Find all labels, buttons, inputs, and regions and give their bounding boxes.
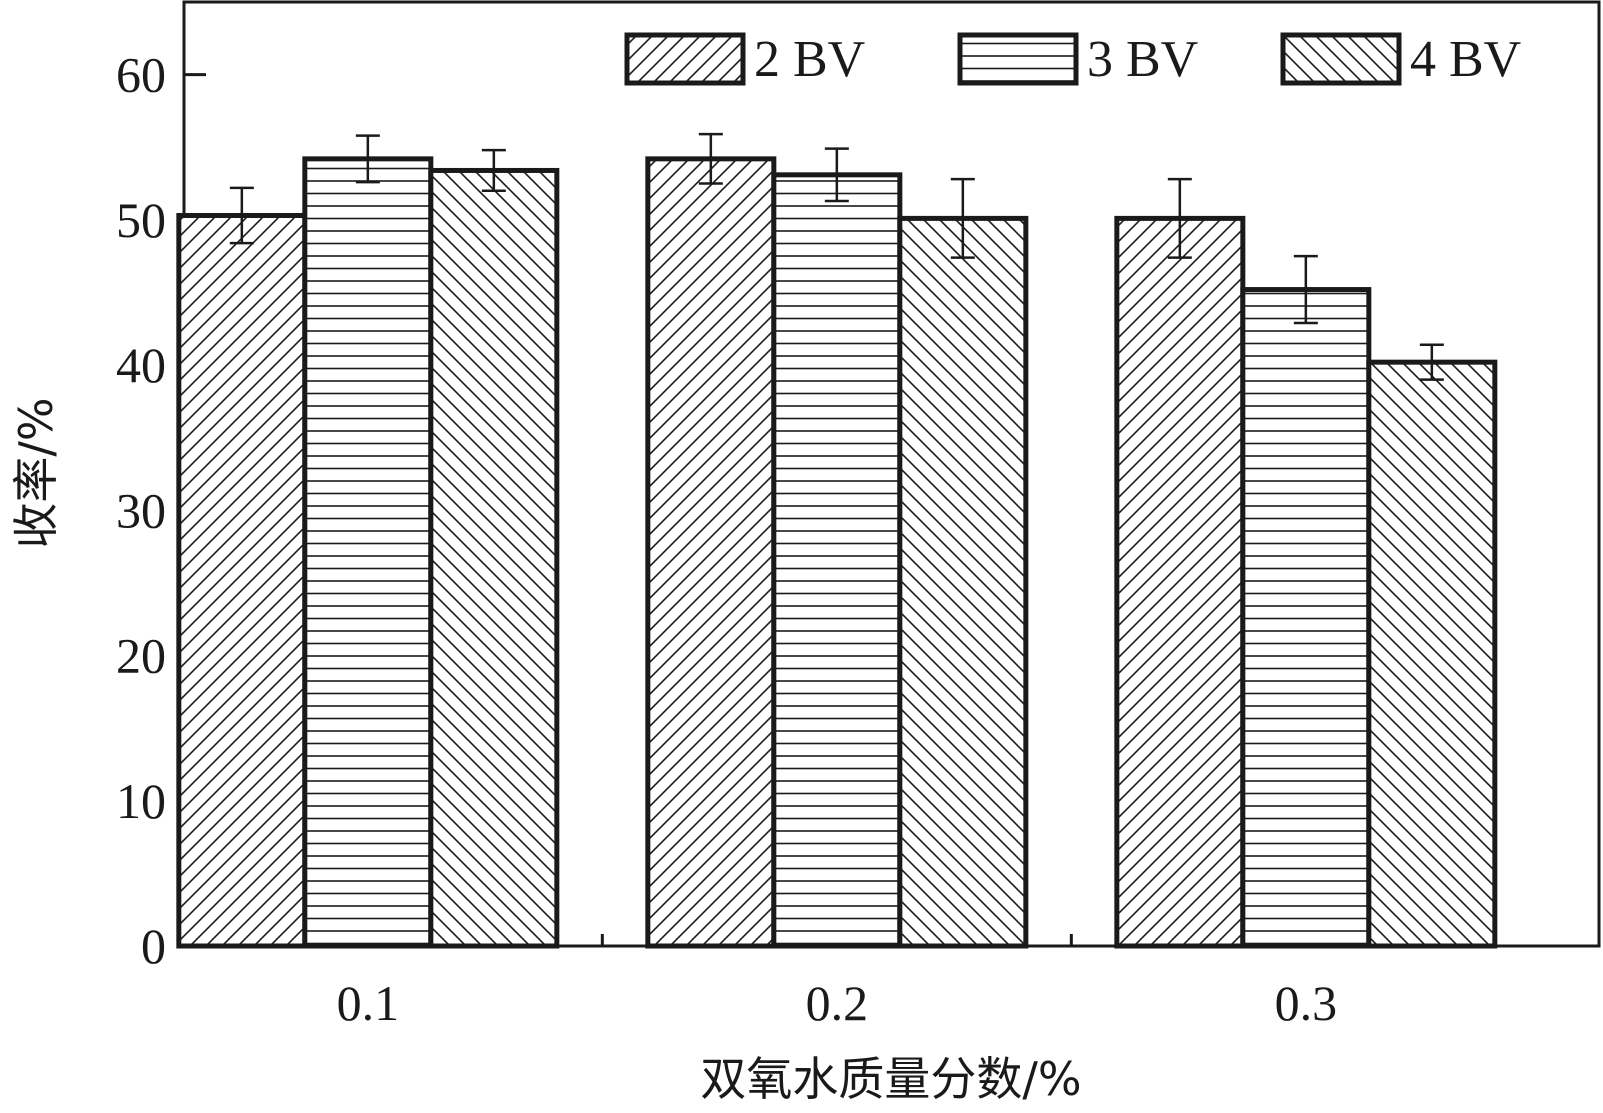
y-tick-label: 60 (116, 47, 166, 103)
legend-swatch (624, 32, 746, 86)
x-axis: 0.1 0.2 0.3 (337, 924, 1338, 1031)
legend-label: 4 BV (1410, 31, 1521, 88)
y-axis-title: 收率/% (9, 397, 63, 548)
x-tick-label: 0.1 (337, 975, 400, 1031)
legend-label: 2 BV (754, 31, 865, 88)
legend: 2 BV 3 BV 4 BV (624, 31, 1521, 88)
y-tick-label: 20 (116, 628, 166, 684)
y-tick-label: 40 (116, 337, 166, 393)
x-axis-title: 双氧水质量分数/% (700, 1052, 1081, 1106)
y-tick-label: 10 (116, 773, 166, 829)
bar (1114, 215, 1246, 949)
bar (302, 156, 434, 949)
bar (1366, 359, 1498, 949)
bar (1240, 287, 1372, 949)
bar (428, 167, 560, 949)
bar (771, 172, 903, 949)
bar-series (176, 156, 1498, 949)
legend-swatch (1280, 32, 1402, 86)
x-tick-label: 0.3 (1275, 975, 1338, 1031)
bar (897, 215, 1029, 949)
y-tick-label: 0 (141, 918, 166, 974)
y-tick-label: 50 (116, 192, 166, 248)
x-tick-label: 0.2 (806, 975, 869, 1031)
error-bars (229, 132, 1444, 381)
y-axis: 0 10 20 30 40 50 60 (116, 47, 206, 974)
legend-label: 3 BV (1087, 31, 1198, 88)
y-tick-label: 30 (116, 482, 166, 538)
legend-swatch (957, 32, 1079, 86)
bar (176, 212, 308, 949)
bar (645, 156, 777, 949)
